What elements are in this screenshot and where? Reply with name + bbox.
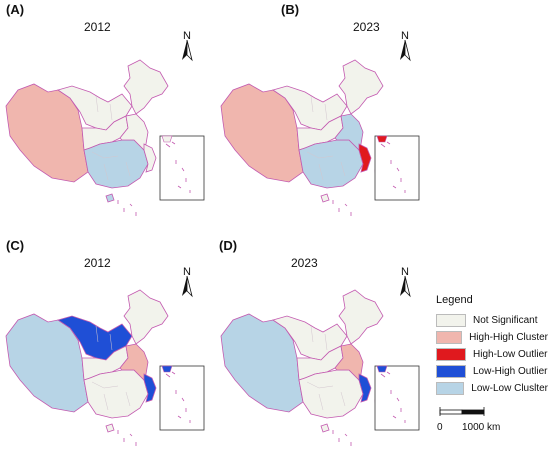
legend-swatch xyxy=(436,314,466,327)
north-arrow-icon: N xyxy=(396,30,414,62)
map-panel-c: (C) 2012 xyxy=(0,228,275,460)
legend-label: High-Low Outlier xyxy=(473,349,548,360)
panel-year: 2012 xyxy=(84,20,111,34)
legend-item: Low-High Outlier xyxy=(436,363,548,380)
legend-label: Low-Low Cluslter xyxy=(471,383,548,394)
legend-item: High-High Cluster xyxy=(436,329,548,346)
legend-title: Legend xyxy=(436,294,473,306)
legend-item: High-Low Outlier xyxy=(436,346,548,363)
scale-start-label: 0 xyxy=(437,422,443,433)
north-label: N xyxy=(183,266,191,278)
legend-label: Low-High Outlier xyxy=(473,366,548,377)
scale-bar: 0 1000 km xyxy=(436,404,546,438)
panel-year: 2023 xyxy=(353,20,380,34)
map-panel-b: (B) 2023 xyxy=(275,0,550,215)
panel-label: (D) xyxy=(219,238,238,253)
north-label: N xyxy=(401,30,409,42)
legend-swatch xyxy=(436,331,463,344)
map-panel-d: (D) 2023 xyxy=(215,228,435,460)
legend-swatch xyxy=(436,365,466,378)
map-panel-a: (A) 2012 xyxy=(0,0,275,215)
north-arrow-icon: N xyxy=(178,266,196,298)
panel-year: 2012 xyxy=(84,256,111,270)
legend-label: High-High Cluster xyxy=(469,332,548,343)
panel-label: (C) xyxy=(6,238,25,253)
legend-swatch xyxy=(436,348,466,361)
north-arrow-icon: N xyxy=(396,266,414,298)
north-label: N xyxy=(401,266,409,278)
panel-year: 2023 xyxy=(291,256,318,270)
legend-label: Not Significant xyxy=(473,315,538,326)
panel-label: (B) xyxy=(281,2,300,17)
legend-item: Not Significant xyxy=(436,312,548,329)
legend-item: Low-Low Cluslter xyxy=(436,380,548,397)
scale-end-label: 1000 km xyxy=(462,422,501,433)
north-arrow-icon: N xyxy=(178,30,196,62)
north-label: N xyxy=(183,30,191,42)
legend-swatch xyxy=(436,382,465,395)
map-legend: Legend Not Significant High-High Cluster… xyxy=(436,294,548,397)
panel-label: (A) xyxy=(6,2,25,17)
